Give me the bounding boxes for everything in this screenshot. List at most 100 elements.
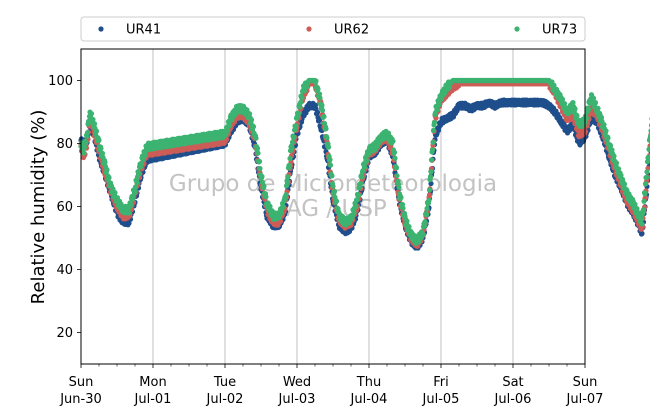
legend-item-UR73: UR73 <box>514 23 577 38</box>
data-point <box>642 181 649 187</box>
data-point <box>638 216 645 222</box>
data-point <box>643 174 650 180</box>
data-point <box>426 197 432 203</box>
x-tick-day: Sat <box>502 375 523 390</box>
data-point <box>333 198 340 204</box>
data-point <box>280 204 287 210</box>
data-point <box>590 95 597 101</box>
data-point <box>286 163 293 169</box>
data-point <box>319 102 325 108</box>
data-point <box>289 145 295 151</box>
data-point <box>255 150 261 156</box>
data-point <box>398 194 404 201</box>
data-point <box>351 210 357 216</box>
data-point <box>295 110 302 117</box>
y-axis: 20 40 60 80 100 <box>48 74 81 341</box>
data-point <box>363 158 370 164</box>
data-point <box>598 114 605 121</box>
data-point <box>93 128 100 134</box>
x-tick-day: Mon <box>139 375 166 390</box>
data-point <box>325 144 332 150</box>
y-tick-label: 80 <box>56 137 73 152</box>
data-point <box>261 183 267 189</box>
data-point <box>641 198 647 204</box>
legend-marker <box>98 26 104 32</box>
data-point <box>361 164 368 170</box>
data-point <box>88 111 95 117</box>
data-point <box>259 173 265 180</box>
data-point <box>427 174 434 180</box>
y-tick-label: 20 <box>56 326 73 341</box>
data-point <box>316 117 323 123</box>
data-point <box>297 104 303 110</box>
data-point <box>642 191 648 197</box>
data-point <box>406 224 412 230</box>
data-point <box>607 143 614 149</box>
data-point <box>647 133 650 139</box>
data-point <box>314 109 321 115</box>
data-point <box>611 153 617 159</box>
x-tick-date: Jul-02 <box>206 392 244 407</box>
data-point <box>621 181 628 187</box>
x-tick-date: Jul-01 <box>134 392 172 407</box>
data-point <box>390 138 396 144</box>
legend-label: UR41 <box>126 23 161 38</box>
data-point <box>250 124 257 130</box>
data-point <box>253 135 259 141</box>
data-point <box>319 107 326 113</box>
data-point <box>428 180 434 187</box>
data-point <box>394 173 400 179</box>
data-point <box>327 162 334 168</box>
data-point <box>428 169 434 175</box>
legend-item-UR62: UR62 <box>306 23 369 38</box>
data-point <box>330 183 336 189</box>
data-point <box>297 99 304 106</box>
data-point <box>291 134 297 140</box>
data-point <box>639 221 645 227</box>
data-point <box>283 183 290 189</box>
data-point <box>426 187 433 193</box>
data-point <box>429 147 436 153</box>
data-point <box>436 102 442 108</box>
data-point <box>321 113 327 120</box>
data-point <box>81 150 87 156</box>
legend-item-UR41: UR41 <box>98 23 161 38</box>
data-point <box>618 172 624 178</box>
y-tick-label: 60 <box>56 200 73 215</box>
data-point <box>561 100 568 107</box>
data-point <box>446 84 453 91</box>
data-point <box>421 223 428 229</box>
x-tick-date: Jul-03 <box>278 392 316 407</box>
data-point <box>83 139 89 146</box>
data-point <box>353 203 359 209</box>
data-point <box>254 145 261 151</box>
data-point <box>603 128 609 134</box>
data-point <box>96 137 102 143</box>
y-tick-label: 40 <box>56 263 73 278</box>
data-point <box>293 123 299 129</box>
data-point <box>570 100 576 106</box>
data-point <box>142 152 148 158</box>
x-tick-day: Tue <box>213 375 236 390</box>
data-point <box>287 155 293 162</box>
data-point <box>102 159 108 166</box>
data-point <box>316 91 323 97</box>
data-point <box>315 86 321 92</box>
data-point <box>634 205 640 212</box>
x-tick-date: Jun-30 <box>59 392 102 407</box>
legend-marker <box>306 26 312 32</box>
data-point <box>424 205 430 212</box>
data-point <box>392 155 398 161</box>
data-point <box>426 192 433 198</box>
data-point <box>134 179 140 186</box>
data-point <box>283 192 289 198</box>
data-point <box>632 201 638 207</box>
legend-box <box>80 16 586 42</box>
data-point <box>354 197 360 203</box>
data-point <box>285 174 291 180</box>
legend-label: UR62 <box>334 23 369 38</box>
data-point <box>574 113 580 119</box>
data-points <box>78 77 650 251</box>
data-point <box>226 122 233 129</box>
data-point <box>317 95 323 101</box>
